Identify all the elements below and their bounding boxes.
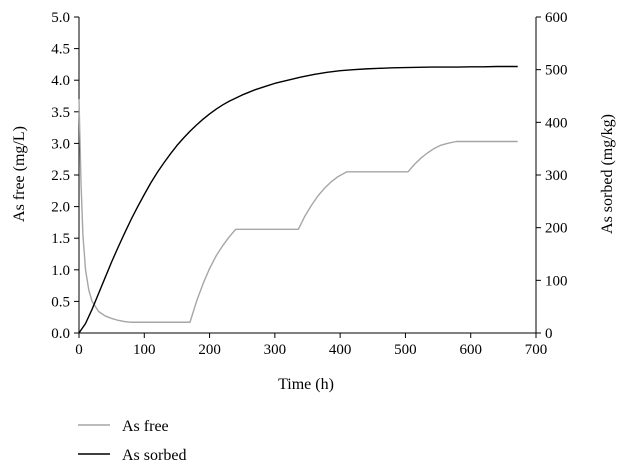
x-tick-label: 600	[459, 342, 482, 358]
axes	[74, 16, 541, 338]
x-axis-title: Time (h)	[278, 376, 334, 393]
y-right-tick-label: 400	[545, 115, 568, 131]
legend-label-as-sorbed: As sorbed	[122, 447, 186, 464]
y-left-tick-label: 1.5	[51, 231, 70, 247]
y-right-tick-label: 200	[545, 221, 568, 237]
series-line-as-free	[78, 99, 518, 323]
y-left-tick-label: 3.0	[51, 136, 70, 152]
x-tick-label: 300	[264, 342, 287, 358]
legend-label-as-free: As free	[122, 418, 169, 435]
y-axis-left-title: As free (mg/L)	[11, 126, 28, 222]
y-right-tick-label: 0	[545, 326, 553, 342]
y-right-tick-label: 100	[545, 273, 568, 289]
x-tick-label: 500	[394, 342, 417, 358]
y-left-tick-label: 3.5	[51, 105, 70, 121]
x-tick-label: 0	[75, 342, 83, 358]
y-right-tick-label: 300	[545, 168, 568, 184]
y-left-tick-label: 4.0	[51, 73, 70, 89]
x-tick-label: 700	[525, 342, 548, 358]
legend: As free As sorbed	[78, 418, 186, 464]
y-left-tick-label: 4.5	[51, 42, 70, 58]
tick-labels: 0 100 200 300 400 500 600 700 0.0 0.5 1.0 1.5 2.0 2.5…	[51, 10, 567, 358]
y-left-tick-label: 2.5	[51, 168, 70, 184]
y-right-tick-label: 500	[545, 63, 568, 79]
y-left-tick-label: 1.0	[51, 263, 70, 279]
x-tick-label: 400	[329, 342, 352, 358]
y-axis-right-title: As sorbed (mg/kg)	[599, 114, 616, 234]
plot-lines	[78, 65, 518, 334]
y-left-tick-label: 2.0	[51, 200, 70, 216]
y-left-tick-label: 5.0	[51, 10, 70, 26]
series-line-as-sorbed	[78, 65, 518, 334]
y-left-tick-label: 0.5	[51, 294, 70, 310]
y-left-tick-label: 0.0	[51, 326, 70, 342]
x-tick-label: 100	[133, 342, 156, 358]
y-right-tick-label: 600	[545, 10, 568, 26]
x-tick-label: 200	[198, 342, 221, 358]
